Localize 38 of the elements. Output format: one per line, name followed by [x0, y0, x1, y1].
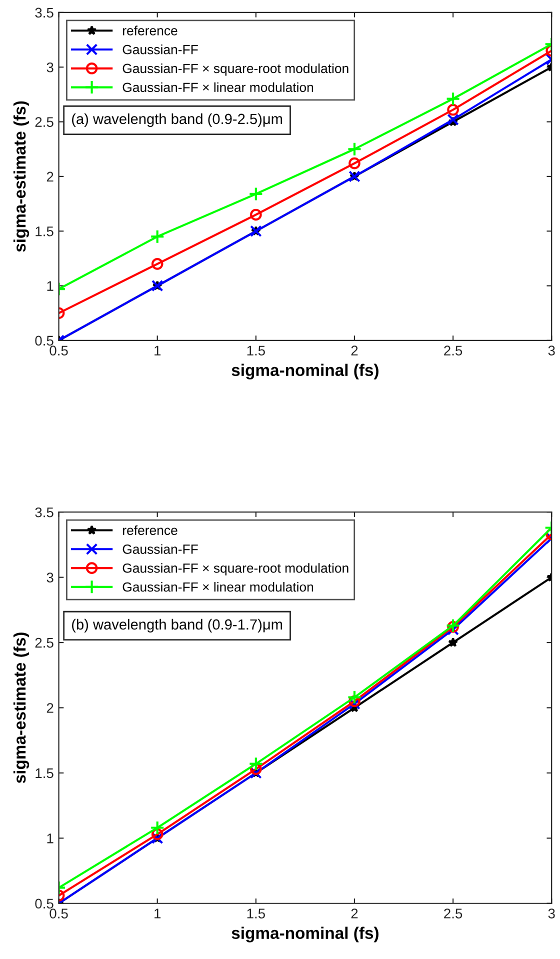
x-tick-label: 1 [154, 346, 161, 356]
x-tick-label: 1.5 [247, 346, 265, 356]
y-tick-label: 3 [46, 572, 54, 582]
legend-label: reference [123, 525, 178, 535]
annotation: (b) wavelength band (0.9-1.7)μm [72, 618, 282, 633]
x-tick-label: 1 [154, 908, 161, 918]
x-tick-label: 2 [351, 346, 358, 356]
x-tick-label: 2.5 [444, 346, 462, 356]
y-tick-label: 1 [47, 834, 54, 844]
y-tick-label: 2.5 [35, 638, 54, 648]
x-tick-label: 2 [351, 908, 358, 918]
y-axis-title: sigma-estimate (fs) [13, 101, 30, 252]
legend-label: Gaussian-FF [122, 544, 198, 554]
y-tick-label: 1.5 [36, 226, 54, 236]
legend-label: Gaussian-FF × square-root modulation [122, 563, 348, 576]
x-tick-label: 3 [548, 346, 555, 356]
y-tick-label: 0.5 [35, 336, 54, 346]
legend-label: Gaussian-FF [122, 44, 198, 54]
y-tick-label: 2 [46, 172, 54, 182]
y-tick-label: 3 [46, 62, 54, 72]
x-tick-label: 2.5 [444, 908, 462, 918]
y-tick-label: 3.5 [35, 8, 54, 18]
x-tick-label: 1.5 [247, 908, 265, 918]
legend-label: reference [123, 26, 178, 36]
y-axis-title: sigma-estimate (fs) [13, 632, 30, 784]
y-tick-label: 2 [46, 703, 54, 713]
y-tick-label: 2.5 [35, 117, 54, 127]
legend-label: Gaussian-FF × linear modulation [122, 82, 314, 92]
y-tick-label: 3.5 [35, 507, 54, 518]
y-tick-label: 1 [47, 281, 54, 291]
y-tick-label: 1.5 [36, 768, 54, 778]
legend-label: Gaussian-FF × square-root modulation [122, 63, 348, 76]
y-tick-label: 0.5 [35, 898, 54, 909]
legend-label: Gaussian-FF × linear modulation [122, 582, 314, 592]
x-axis-title: sigma-nominal (fs) [232, 926, 378, 942]
annotation: (a) wavelength band (0.9-2.5)μm [72, 113, 282, 128]
x-tick-label: 3 [548, 908, 555, 918]
x-axis-title: sigma-nominal (fs) [232, 364, 378, 380]
